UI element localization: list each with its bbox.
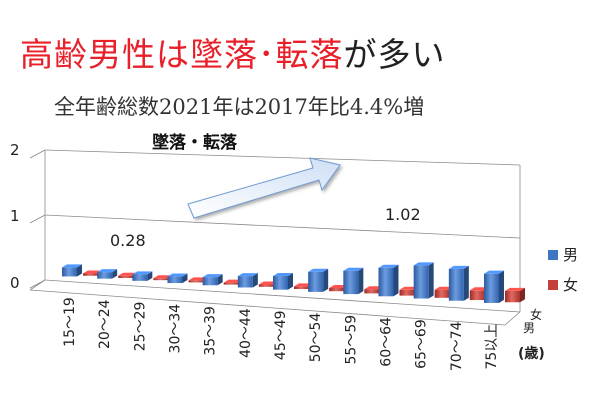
x-tick-label-2: 25～29: [132, 302, 148, 352]
male-bar-4: [202, 274, 223, 286]
x-tick-label-9: 60～64: [379, 317, 395, 367]
x-tick-label-5: 40～44: [238, 308, 254, 358]
male-bar-6: [273, 273, 293, 290]
back-gridline-1: [44, 214, 521, 239]
back-gridline-2: [44, 149, 521, 166]
male-bar-12: [484, 270, 504, 303]
y-tick-label-1: 1: [10, 207, 20, 225]
x-tick-label-6: 45～49: [273, 310, 289, 360]
female-bar-12: [505, 287, 525, 303]
chart-legend: 男 女: [548, 246, 578, 294]
page-title: 高齢男性は墜落･転落が多い: [20, 28, 446, 76]
x-axis-unit: (歳): [518, 345, 545, 362]
page-subtitle: 全年齢総数2021年は2017年比4.4%増: [54, 95, 425, 119]
x-tick-labels: 15～19 20～24 25～29 30～34 35～39 40～44 45～49 50～54…: [62, 297, 500, 371]
male-series-bars: [62, 262, 504, 303]
data-label-first: 0.28: [110, 231, 146, 250]
legend-swatch-male: [548, 250, 558, 260]
depth-label-female: 女: [530, 307, 542, 322]
x-tick-label-10: 65～69: [414, 319, 430, 369]
arrow-annotation-label: 墜落・転落: [152, 132, 238, 153]
trend-arrow: [187, 157, 341, 219]
x-tick-label-8: 55～59: [343, 315, 359, 365]
male-bar-9: [378, 264, 399, 297]
left-wall-tick-2: [29, 149, 46, 159]
floor-front-edge: [29, 289, 506, 326]
floor-left-edge: [29, 279, 46, 291]
x-tick-label-4: 35～39: [203, 306, 219, 356]
x-tick-label-1: 20～24: [97, 299, 113, 349]
x-tick-label-7: 50～54: [308, 313, 324, 363]
male-bar-7: [308, 268, 329, 292]
floor-right-edge: [504, 311, 521, 326]
male-bar-1: [97, 269, 118, 279]
male-bar-0: [62, 264, 82, 277]
y-tick-label-2: 2: [10, 141, 20, 159]
y-tick-label-0: 0: [10, 274, 20, 292]
back-gridline-0: [44, 279, 521, 313]
male-bar-3: [167, 273, 188, 284]
depth-label-male: 男: [523, 321, 535, 335]
male-bar-10: [413, 262, 434, 299]
male-bar-11: [448, 265, 469, 301]
legend-label-female: 女: [563, 276, 578, 294]
male-bar-2: [132, 271, 153, 281]
title-accent: 高齢男性は墜落･転落: [20, 35, 344, 74]
left-wall-tick-1: [29, 214, 46, 224]
male-bar-5: [237, 273, 258, 288]
x-tick-label-11: 70～74: [449, 321, 465, 371]
legend-label-male: 男: [563, 246, 578, 264]
title-rest: が多い: [343, 35, 446, 74]
data-label-peak: 1.02: [385, 205, 421, 224]
x-tick-label-12: 75以上: [484, 324, 500, 370]
x-tick-label-0: 15～19: [62, 297, 78, 347]
male-bar-8: [343, 267, 364, 295]
legend-swatch-female: [548, 280, 558, 290]
x-tick-label-3: 30～34: [168, 304, 184, 354]
